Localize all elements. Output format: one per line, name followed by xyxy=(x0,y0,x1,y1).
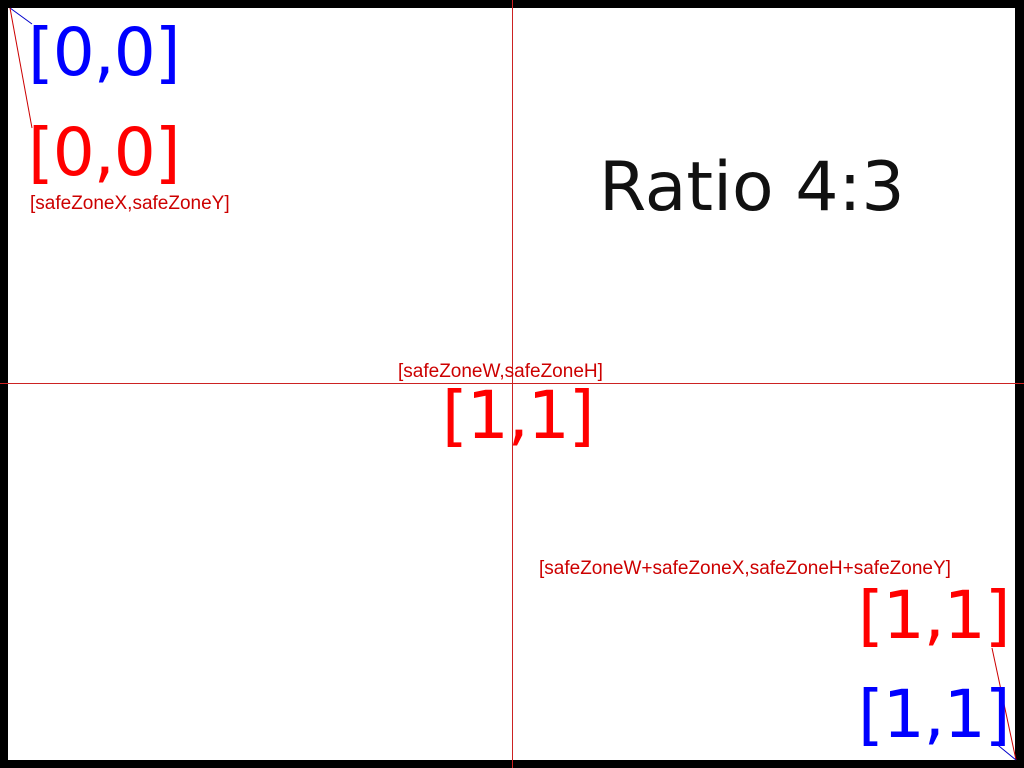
safe-zone-size-formula: [safeZoneW,safeZoneH] xyxy=(398,361,603,382)
safe-zone-bottom-right-formula: [safeZoneW+safeZoneX,safeZoneH+safeZoneY… xyxy=(539,558,951,579)
safe-zone-size-label: [1,1] xyxy=(442,377,594,454)
safe-zone-bottom-right-label: [1,1] xyxy=(858,577,1010,654)
ratio-title: Ratio 4:3 xyxy=(599,148,905,227)
screen-top-left-label: [0,0] xyxy=(28,14,180,91)
top-left-screen-pointer xyxy=(9,7,33,25)
top-left-safe-pointer xyxy=(9,7,33,129)
safe-zone-top-left-formula: [safeZoneX,safeZoneY] xyxy=(30,193,230,214)
bottom-right-screen-pointer xyxy=(993,741,1017,761)
safe-zone-top-left-label: [0,0] xyxy=(28,114,180,191)
screen-bottom-right-label: [1,1] xyxy=(858,676,1010,753)
bottom-right-safe-pointer xyxy=(991,647,1017,761)
